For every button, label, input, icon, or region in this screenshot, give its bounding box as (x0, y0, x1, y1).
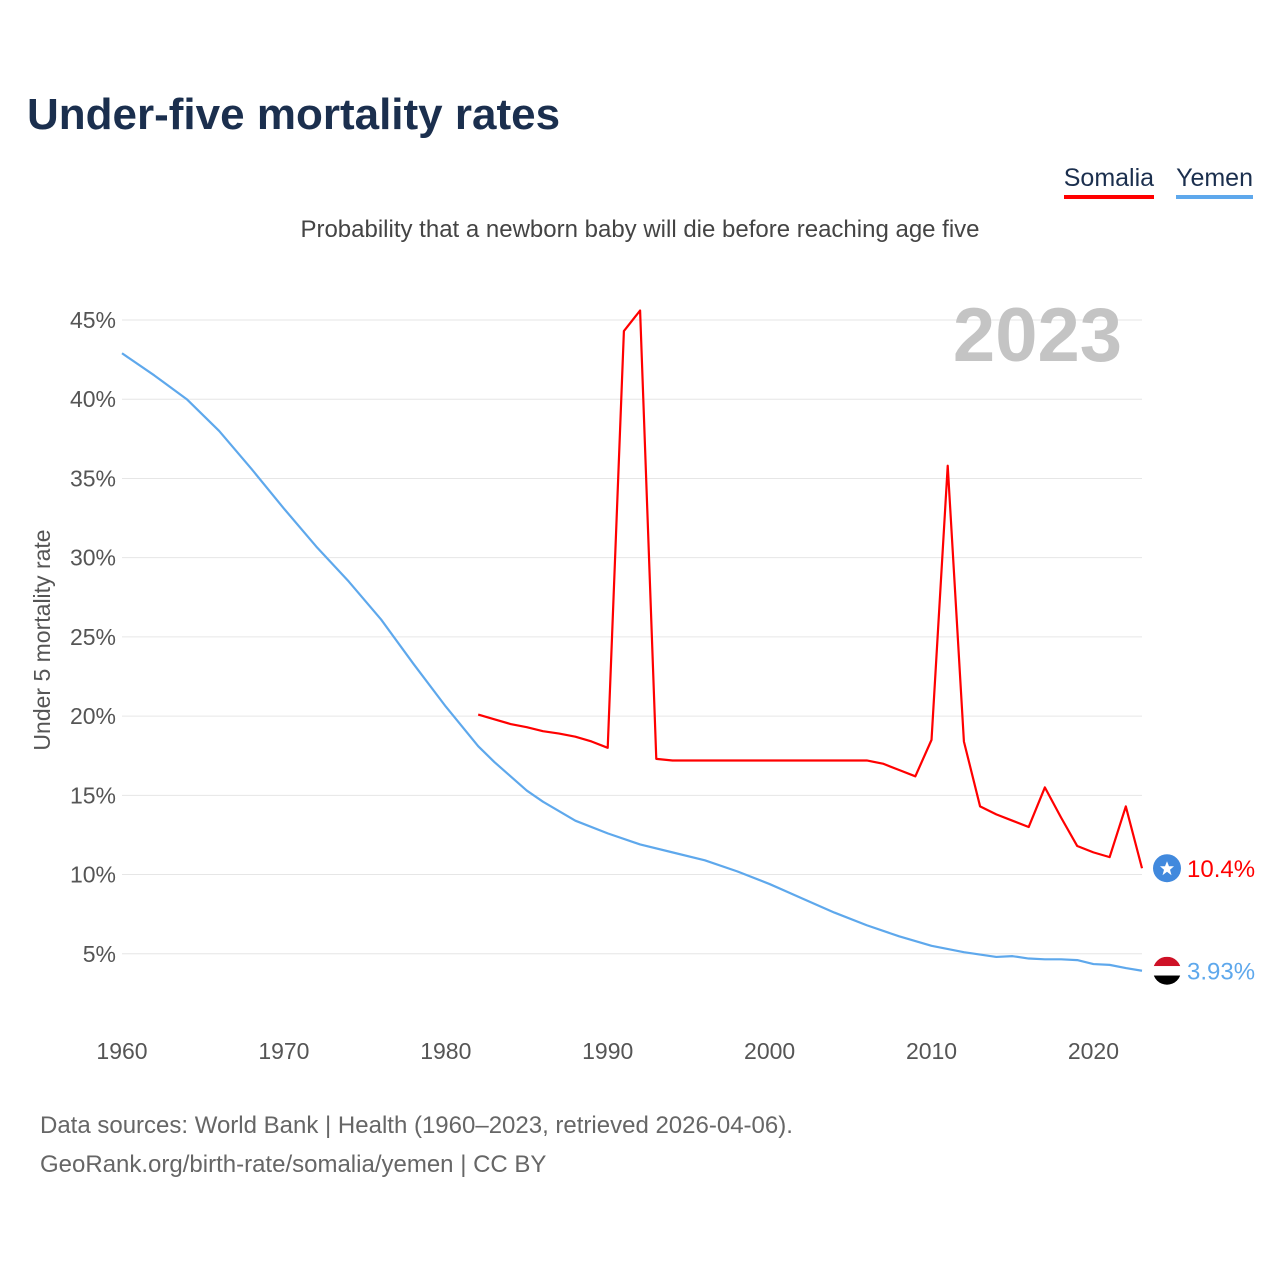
y-tick-label: 25% (70, 624, 116, 650)
end-value-label-yemen: 3.93% (1187, 959, 1255, 986)
end-value-label-somalia: 10.4% (1187, 856, 1255, 883)
y-tick-label: 30% (70, 545, 116, 571)
y-tick-label: 5% (83, 941, 116, 967)
y-axis-label: Under 5 mortality rate (29, 529, 55, 750)
y-tick-label: 15% (70, 782, 116, 808)
y-tick-label: 45% (70, 307, 116, 333)
somalia-flag-icon (1153, 854, 1181, 883)
legend: Somalia Yemen (1063, 164, 1253, 199)
y-tick-label: 35% (70, 465, 116, 491)
yemen-flag-icon (1153, 956, 1181, 985)
legend-somalia[interactable]: Somalia (1063, 164, 1155, 199)
source-link[interactable]: GeoRank.org/birth-rate/somalia/yemen | C… (40, 1151, 547, 1178)
y-tick-label: 10% (70, 862, 116, 888)
x-tick-label: 2000 (744, 1038, 795, 1064)
data-source: Data sources: World Bank | Health (1960–… (40, 1112, 793, 1139)
y-tick-label: 40% (70, 386, 116, 412)
x-tick-label: 1960 (96, 1038, 147, 1064)
x-tick-label: 2010 (906, 1038, 957, 1064)
y-tick-label: 20% (70, 703, 116, 729)
legend-yemen[interactable]: Yemen (1176, 164, 1253, 199)
chart-title: Under-five mortality rates (27, 90, 561, 139)
chart-subtitle: Probability that a newborn baby will die… (300, 216, 980, 243)
x-tick-label: 1970 (258, 1038, 309, 1064)
x-tick-label: 1980 (420, 1038, 471, 1064)
series-line-yemen[interactable] (121, 352, 1143, 972)
x-tick-label: 1990 (582, 1038, 633, 1064)
year-display: 2023 (952, 293, 1122, 378)
series-line-somalia[interactable] (477, 309, 1144, 869)
x-tick-label: 2020 (1068, 1038, 1119, 1064)
footer: Data sources: World Bank | Health (1960–… (40, 1106, 793, 1184)
